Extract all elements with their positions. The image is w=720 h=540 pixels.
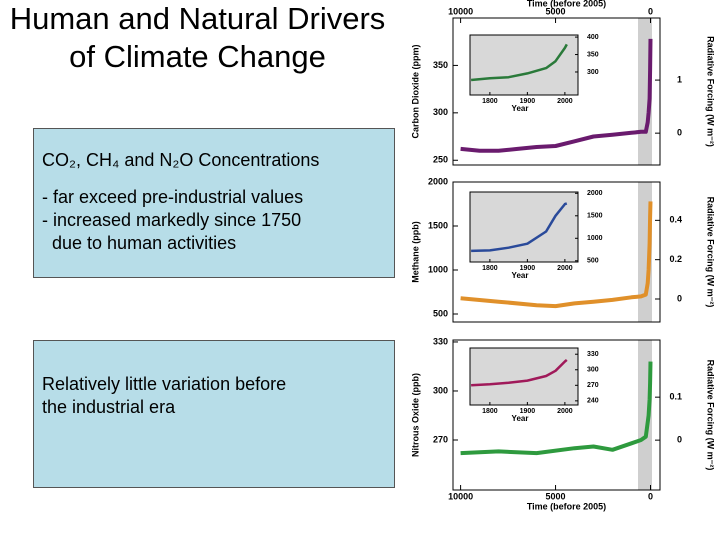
- y-axis-label: Methane (ppb): [410, 221, 420, 283]
- inset-x-tick-label: 2000: [557, 408, 573, 415]
- data-line: [460, 38, 653, 153]
- x-tick-label: 0: [648, 6, 653, 16]
- inset-x-tick-label: 1800: [482, 408, 498, 415]
- plot-frame: [452, 181, 661, 323]
- x-tick-label: 0: [648, 491, 653, 501]
- inset-y-tick-label: 270: [587, 382, 599, 389]
- y-axis-label: Nitrous Oxide (ppb): [410, 373, 420, 457]
- inset-y-tick-label: 400: [587, 34, 599, 41]
- text-box: CO₂, CH₄ and N₂O Concentrations - far ex…: [33, 128, 395, 278]
- box-line: - far exceed pre-industrial values: [42, 187, 304, 207]
- y2-tick-label: 0: [677, 435, 682, 445]
- box-heading: CO₂, CH₄ and N₂O Concentrations: [42, 150, 320, 170]
- y-tick-label: 1500: [428, 220, 448, 230]
- y2-tick-label: 0: [677, 293, 682, 303]
- box-line: the industrial era: [42, 397, 176, 417]
- inset-line: [471, 358, 568, 387]
- inset-y-tick-label: 1000: [587, 235, 603, 242]
- inset-y-tick-label: 1500: [587, 213, 603, 220]
- inset-x-label: Year: [512, 271, 529, 280]
- text-box: Relatively little variation before the i…: [33, 340, 395, 488]
- x-tick-label: 5000: [546, 6, 566, 16]
- y-tick-label: 270: [433, 434, 448, 444]
- inset-x-tick-label: 1900: [520, 98, 536, 105]
- slide-title: Human and Natural Drivers of Climate Cha…: [9, 1, 386, 74]
- inset-y-tick-label: 350: [587, 51, 599, 58]
- inset-y-tick-label: 2000: [587, 190, 603, 197]
- y-tick-label: 1000: [428, 264, 448, 274]
- y2-tick-label: 0: [677, 128, 682, 138]
- inset-x-tick-label: 2000: [557, 98, 573, 105]
- inset-frame: [469, 34, 579, 96]
- y-tick-label: 500: [433, 308, 448, 318]
- inset-x-tick-label: 2000: [557, 265, 573, 272]
- plot-frame: [452, 17, 661, 166]
- y-tick-label: 300: [433, 385, 448, 395]
- y-tick-label: 330: [433, 336, 448, 346]
- y2-tick-label: 1: [677, 74, 682, 84]
- inset-frame: [469, 347, 579, 406]
- x-axis-label: Time (before 2005): [527, 0, 606, 8]
- x-tick-label: 10000: [448, 6, 473, 16]
- inset-y-tick-label: 300: [587, 367, 599, 374]
- inset-y-tick-label: 500: [587, 258, 599, 265]
- inset-x-tick-label: 1900: [520, 408, 536, 415]
- inset-line: [471, 202, 568, 253]
- inset-y-tick-label: 330: [587, 351, 599, 358]
- x-tick-label: 5000: [546, 491, 566, 501]
- inset-y-tick-label: 300: [587, 69, 599, 76]
- inset-x-tick-label: 1900: [520, 265, 536, 272]
- box-line: Relatively little variation before: [42, 374, 287, 394]
- y-tick-label: 300: [433, 107, 448, 117]
- y2-tick-label: 0.2: [669, 254, 682, 264]
- x-tick-label: 10000: [448, 491, 473, 501]
- inset-x-label: Year: [512, 104, 529, 113]
- y2-axis-label: Radiative Forcing (W m⁻²): [706, 360, 716, 471]
- x-axis-label: Time (before 2005): [527, 501, 606, 511]
- y-tick-label: 250: [433, 155, 448, 165]
- y-tick-label: 2000: [428, 176, 448, 186]
- box-line: - increased markedly since 1750: [42, 210, 302, 230]
- box-line: due to human activities: [42, 233, 237, 253]
- inset-x-tick-label: 1800: [482, 265, 498, 272]
- plot-frame: [452, 339, 661, 491]
- y2-tick-label: 0.1: [669, 392, 682, 402]
- y2-axis-label: Radiative Forcing (W m⁻²): [706, 36, 716, 147]
- inset-x-tick-label: 1800: [482, 98, 498, 105]
- y-tick-label: 350: [433, 60, 448, 70]
- data-line: [460, 361, 653, 456]
- inset-y-tick-label: 240: [587, 398, 599, 405]
- y-axis-label: Carbon Dioxide (ppm): [410, 44, 420, 138]
- data-line: [460, 201, 653, 309]
- y2-tick-label: 0.4: [669, 215, 682, 225]
- y2-axis-label: Radiative Forcing (W m⁻²): [706, 197, 716, 308]
- inset-line: [470, 43, 568, 82]
- inset-x-label: Year: [512, 414, 529, 423]
